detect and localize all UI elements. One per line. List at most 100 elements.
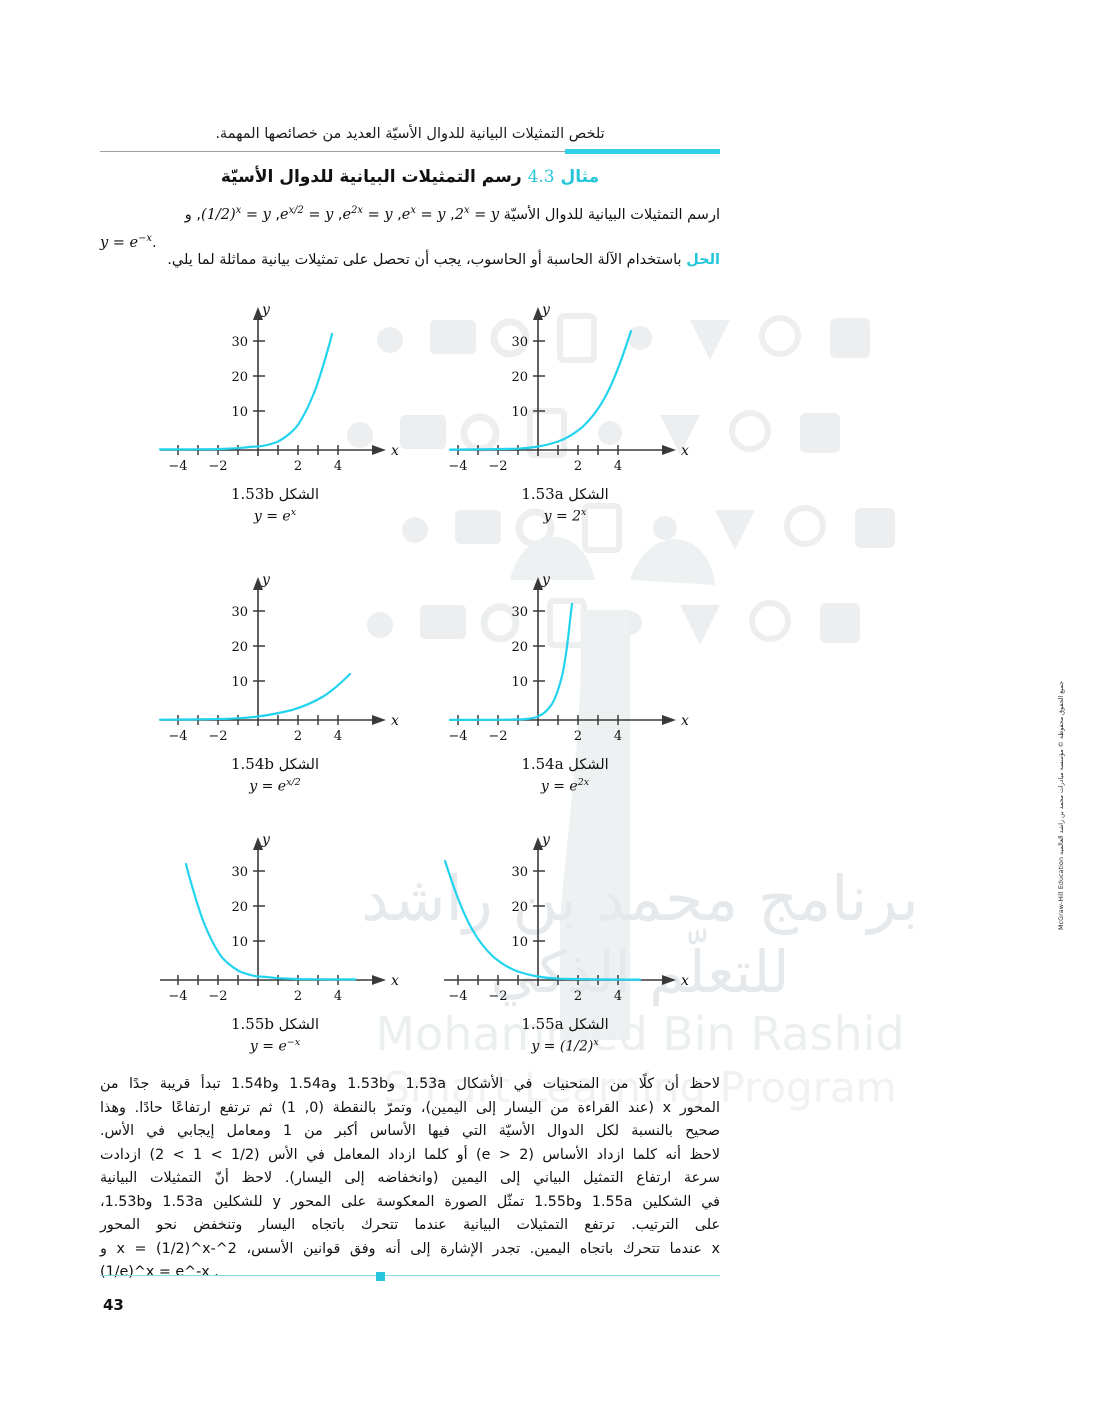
figure-1-53b-caption: الشكل 1.53b (150, 485, 400, 503)
svg-text:−2: −2 (208, 459, 227, 474)
prompt-fn-enegx: y = e−x (100, 232, 152, 251)
svg-text:2: 2 (574, 729, 582, 744)
svg-text:10: 10 (231, 675, 248, 690)
svg-text:4: 4 (614, 729, 622, 744)
svg-text:10: 10 (231, 405, 248, 420)
section-end-line (100, 1275, 720, 1277)
svg-text:10: 10 (511, 675, 528, 690)
svg-text:−2: −2 (488, 459, 507, 474)
closing-text: لاحظ أن كلًا من المنحنيات في الأشكال 1.5… (100, 1073, 720, 1285)
closing-line-2: المحور x (عند القراءة من اليسار إلى اليم… (100, 1099, 720, 1116)
prompt-fn-half-x: (1/2)x = y (201, 205, 271, 223)
example-keyword: مثال (560, 167, 600, 187)
svg-text:−4: −4 (448, 459, 467, 474)
figure-1-54b-caption: الشكل 1.54b (150, 755, 400, 773)
svg-text:x: x (681, 713, 689, 729)
figure-1-55b-chart: −4 −2 2 4 10 20 30 x y (160, 832, 399, 1004)
figure-1-55b: −4 −2 2 4 10 20 30 x y الشكل 1.55b y = e… (150, 828, 400, 1055)
svg-text:−4: −4 (168, 729, 187, 744)
svg-text:x: x (391, 713, 399, 729)
figure-1-55a-equation: y = (1/2)x (531, 1037, 599, 1055)
figure-1-54b-chart: −4 −2 2 4 10 20 30 x y (158, 572, 399, 744)
side-credit: McGraw-Hill Education جميع الحقوق محفوظة… (1058, 630, 1065, 930)
closing-line-3: صحيح بالنسبة لكل الدوال الأسيّة التي فيه… (100, 1123, 720, 1139)
header-rule (100, 149, 720, 155)
svg-text:y: y (541, 832, 551, 848)
svg-text:x: x (391, 443, 399, 459)
closing-line-4: لاحظ أنه كلما ازداد الأساس (e > 2) أو كل… (100, 1146, 720, 1163)
figure-1-54b: −4 −2 2 4 10 20 30 x y الشكل 1.54b y = e… (150, 568, 400, 795)
svg-text:4: 4 (614, 989, 622, 1004)
svg-text:2: 2 (294, 729, 302, 744)
svg-text:30: 30 (511, 335, 528, 350)
figure-1-53a-caption-label: الشكل (568, 487, 609, 503)
svg-text:30: 30 (231, 605, 248, 620)
figure-1-55a: −4 −2 2 4 10 20 30 x y الشكل 1.55a y = (… (440, 828, 690, 1055)
figure-1-53a-equation: y = 2x (543, 507, 587, 525)
figure-1-54b-equation: y = ex/2 (249, 777, 301, 795)
svg-text:20: 20 (231, 370, 248, 385)
figure-1-55b-caption-label: الشكل (278, 1017, 319, 1033)
svg-text:−2: −2 (488, 989, 507, 1004)
figure-1-54a-caption-label: الشكل (568, 757, 609, 773)
svg-text:4: 4 (334, 729, 342, 744)
figure-1-54b-caption-number: 1.54b (231, 755, 275, 773)
figure-1-54a-chart: −4 −2 2 4 10 20 30 x y (448, 572, 689, 744)
running-head: تلخص التمثيلات البيانية للدوال الأسيّة ا… (215, 126, 605, 142)
svg-text:20: 20 (231, 640, 248, 655)
figure-1-53a-caption: الشكل 1.53a (440, 485, 690, 503)
end-of-example-marker (376, 1272, 385, 1281)
svg-text:y: y (261, 832, 271, 848)
svg-text:2: 2 (574, 459, 582, 474)
closing-line-7: على الترتيب. ترتفع التمثيلات البيانية عن… (100, 1217, 720, 1233)
prompt-fn-enegx-line: y = e−x. (100, 227, 720, 255)
svg-text:30: 30 (231, 335, 248, 350)
svg-text:30: 30 (231, 865, 248, 880)
figure-1-55a-caption-label: الشكل (568, 1017, 609, 1033)
svg-text:20: 20 (511, 370, 528, 385)
svg-text:y: y (261, 572, 271, 588)
figure-1-53a: −4 −2 2 4 10 20 30 x y الشكل 1.53a y = 2… (440, 298, 690, 525)
svg-text:2: 2 (574, 989, 582, 1004)
svg-text:−2: −2 (488, 729, 507, 744)
figure-1-54b-caption-label: الشكل (278, 757, 319, 773)
figure-1-55a-caption-number: 1.55a (521, 1015, 564, 1033)
section-end-rule (100, 1272, 720, 1281)
prompt-conjunction: و (184, 206, 192, 223)
prompt-fn-e2x: e2x = y (342, 205, 393, 223)
figure-1-53b: −4 −2 2 4 10 20 30 x y الشكل 1.53b y = e… (150, 298, 400, 525)
svg-text:10: 10 (511, 405, 528, 420)
figure-1-54a-caption: الشكل 1.54a (440, 755, 690, 773)
prompt-fn-exhalf: ex/2 = y (280, 205, 334, 223)
page-number: 43 (103, 1296, 124, 1314)
svg-text:20: 20 (511, 900, 528, 915)
svg-text:y: y (541, 302, 551, 318)
svg-text:−4: −4 (448, 989, 467, 1004)
svg-text:4: 4 (334, 989, 342, 1004)
figure-1-54a-equation: y = e2x (540, 777, 590, 795)
side-credit-publisher: McGraw-Hill Education (1058, 856, 1065, 930)
svg-text:4: 4 (614, 459, 622, 474)
example-title: رسم التمثيلات البيانية للدوال الأسيّة (220, 167, 522, 187)
svg-text:30: 30 (511, 605, 528, 620)
side-credit-arabic: جميع الحقوق محفوظة © مؤسسة مبادرات محمد … (1058, 681, 1065, 855)
svg-text:x: x (391, 973, 399, 989)
closing-line-1: لاحظ أن كلًا من المنحنيات في الأشكال 1.5… (100, 1076, 720, 1092)
figure-1-55b-caption-number: 1.55b (231, 1015, 275, 1033)
svg-text:30: 30 (511, 865, 528, 880)
figure-1-55b-caption: الشكل 1.55b (150, 1015, 400, 1033)
closing-line-8: x عندما تتحرك باتجاه اليمين. تجدر الإشار… (100, 1240, 720, 1257)
figure-1-53b-equation: y = ex (253, 507, 297, 525)
figure-1-53b-chart: −4 −2 2 4 10 20 30 x y (158, 302, 399, 474)
figure-1-54a: −4 −2 2 4 10 20 30 x y الشكل 1.54a y = e… (440, 568, 690, 795)
prompt-lead: ارسم التمثيلات البيانية للدوال الأسيّة (503, 206, 720, 223)
svg-text:−2: −2 (208, 989, 227, 1004)
example-prompt: ارسم التمثيلات البيانية للدوال الأسيّة 2… (100, 199, 720, 255)
figure-1-53a-chart: −4 −2 2 4 10 20 30 x y (448, 302, 689, 474)
svg-text:x: x (681, 443, 689, 459)
figure-1-53b-caption-number: 1.53b (231, 485, 275, 503)
header-rule-accent (565, 149, 720, 154)
figure-1-53a-caption-number: 1.53a (521, 485, 564, 503)
figure-1-55b-equation: y = e−x (249, 1037, 301, 1055)
svg-text:y: y (261, 302, 271, 318)
